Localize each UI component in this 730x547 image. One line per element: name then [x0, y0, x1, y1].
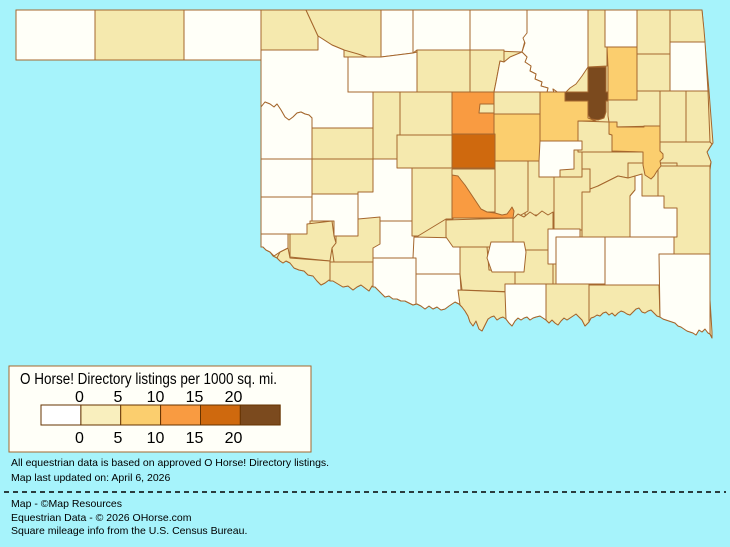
svg-text:5: 5: [114, 430, 123, 447]
svg-text:20: 20: [225, 389, 243, 406]
svg-text:All equestrian data is based o: All equestrian data is based on approved…: [11, 457, 329, 469]
svg-text:0: 0: [75, 430, 84, 447]
svg-text:0: 0: [75, 389, 84, 406]
svg-text:15: 15: [186, 430, 204, 447]
svg-text:20: 20: [225, 430, 243, 447]
svg-text:Equestrian Data - © 2026 OHors: Equestrian Data - © 2026 OHorse.com: [11, 512, 192, 524]
svg-text:10: 10: [147, 389, 165, 406]
svg-text:15: 15: [186, 389, 204, 406]
svg-text:5: 5: [114, 389, 123, 406]
svg-text:10: 10: [147, 430, 165, 447]
svg-text:O Horse! Directory listings pe: O Horse! Directory listings per 1000 sq.…: [20, 371, 277, 388]
svg-text:Map last updated on: April 6,: Map last updated on: April 6, 2026: [11, 472, 171, 484]
svg-text:Map - ©Map Resources: Map - ©Map Resources: [11, 498, 122, 510]
svg-text:Square mileage info from the U: Square mileage info from the U.S. Census…: [11, 525, 247, 537]
